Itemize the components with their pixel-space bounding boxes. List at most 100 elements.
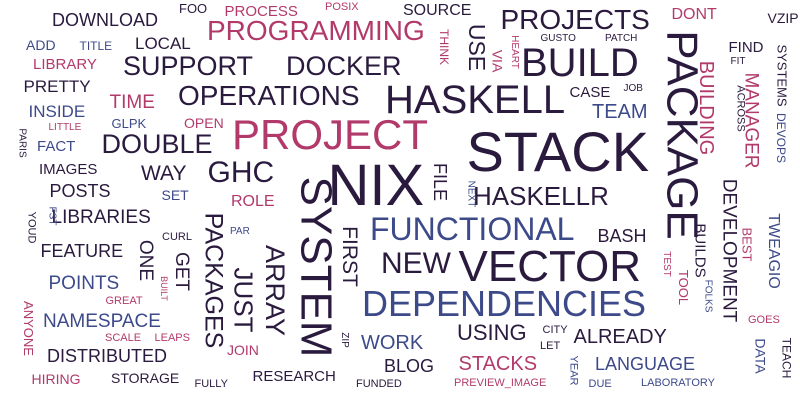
word-posts: POSTS	[49, 181, 111, 201]
word-docker: DOCKER	[286, 50, 402, 81]
word-due: DUE	[588, 377, 612, 390]
word-bash: BASH	[597, 226, 647, 246]
word-case: CASE	[569, 83, 611, 101]
word-great: GREAT	[105, 294, 143, 307]
word-download: DOWNLOAD	[52, 10, 159, 30]
word-via: VIA	[488, 49, 505, 73]
word-tool: TOOL	[675, 269, 691, 305]
word-functional: FUNCTIONAL	[370, 211, 575, 247]
word-goes: GOES	[748, 313, 780, 326]
word-build: BUILD	[521, 41, 639, 85]
word-development: DEVELOPMENT	[718, 178, 740, 322]
word-open: OPEN	[184, 115, 224, 131]
word-title: TITLE	[79, 39, 113, 53]
word-time: TIME	[109, 91, 155, 113]
word-blog: BLOG	[384, 356, 435, 376]
word-stack: STACK	[466, 120, 650, 183]
word-images: IMAGES	[39, 160, 98, 178]
word-curl: CURL	[162, 230, 192, 243]
word-patch: PATCH	[605, 33, 638, 44]
word-next: NEXT	[464, 180, 476, 208]
word-vector: VECTOR	[458, 242, 642, 291]
word-packages: PACKAGES	[199, 212, 228, 348]
word-libraries: LIBRARIES	[51, 206, 151, 228]
word-test: TEST	[660, 251, 672, 277]
word-heart: HEART	[508, 35, 520, 69]
word-paris: PARIS	[16, 128, 28, 158]
word-glpk: GLPK	[111, 115, 147, 131]
word-local: LOCAL	[135, 33, 191, 53]
word-built: BUILT	[158, 275, 169, 301]
word-devops: DEVOPS	[774, 112, 789, 164]
word-building: BUILDING	[695, 60, 718, 156]
word-using: USING	[457, 320, 527, 345]
word-programming: PROGRAMMING	[207, 15, 425, 46]
word-process: PROCESS	[224, 2, 298, 20]
word-foo: FOO	[179, 0, 208, 16]
word-points: POINTS	[48, 272, 120, 294]
word-one: ONE	[134, 239, 156, 281]
word-systems: SYSTEMS	[774, 43, 790, 107]
word-little: LITTLE	[48, 122, 82, 133]
word-dont: DONT	[671, 6, 717, 23]
word-laboratory: LABORATORY	[641, 376, 715, 389]
word-join: JOIN	[227, 342, 259, 358]
word-work: WORK	[361, 332, 424, 354]
word-just: JUST	[228, 267, 258, 333]
word-double: DOUBLE	[101, 128, 213, 159]
word-get: GET	[170, 251, 192, 291]
word-array: ARRAY	[259, 244, 290, 336]
word-posix: POSIX	[325, 0, 359, 13]
word-anyone: ANYONE	[20, 300, 36, 356]
word-fit: FIT	[730, 56, 746, 67]
word-haskell: HASKELL	[385, 78, 566, 122]
word-source: SOURCE	[403, 2, 472, 19]
word-ghc: GHC	[207, 156, 275, 189]
word-fst: FST	[45, 206, 57, 226]
word-folks: FOLKS	[701, 279, 713, 313]
word-add: ADD	[26, 37, 56, 53]
word-file: FILE	[430, 162, 451, 202]
word-operations: OPERATIONS	[178, 80, 360, 111]
word-storage: STORAGE	[111, 370, 180, 386]
word-job: JOB	[623, 83, 643, 94]
word-fact: FACT	[37, 137, 76, 155]
word-new: NEW	[381, 247, 451, 280]
word-projects: PROJECTS	[500, 4, 650, 35]
word-distributed: DISTRIBUTED	[47, 346, 168, 366]
word-find: FIND	[728, 38, 764, 56]
word-library: LIBRARY	[33, 55, 97, 73]
word-youd: YOUD	[25, 211, 38, 243]
word-team: TEAM	[592, 101, 648, 123]
word-role: ROLE	[231, 193, 275, 210]
word-research: RESEARCH	[252, 367, 336, 385]
word-think: THINK	[437, 29, 451, 65]
word-inside: INSIDE	[28, 101, 86, 121]
word-leaps: LEAPS	[154, 331, 190, 344]
word-use: USE	[463, 23, 490, 71]
word-hiring: HIRING	[31, 371, 81, 387]
word-city: CITY	[542, 323, 568, 336]
word-scale: SCALE	[105, 331, 142, 344]
word-across: ACROSS	[734, 84, 747, 132]
word-nix: NIX	[327, 153, 425, 218]
word-vzip: VZIP	[767, 10, 799, 26]
word-haskellr: HASKELLR	[473, 181, 609, 211]
word-funded: FUNDED	[356, 377, 402, 390]
word-let: LET	[540, 339, 561, 352]
word-teach: TEACH	[778, 337, 793, 379]
word-preview-image: PREVIEW_IMAGE	[454, 376, 547, 389]
word-best: BEST	[739, 227, 755, 261]
word-year: YEAR	[567, 355, 580, 385]
word-zip: ZIP	[338, 332, 350, 348]
word-par: PAR	[230, 226, 250, 237]
word-feature: FEATURE	[40, 241, 124, 261]
word-system: SYSTEM	[290, 176, 340, 358]
word-first: FIRST	[337, 225, 361, 287]
word-gusto: GUSTO	[540, 33, 576, 44]
word-project: PROJECT	[232, 111, 429, 158]
word-builds: BUILDS	[691, 222, 709, 278]
word-already: ALREADY	[573, 326, 667, 348]
word-namespace: NAMESPACE	[43, 310, 161, 332]
